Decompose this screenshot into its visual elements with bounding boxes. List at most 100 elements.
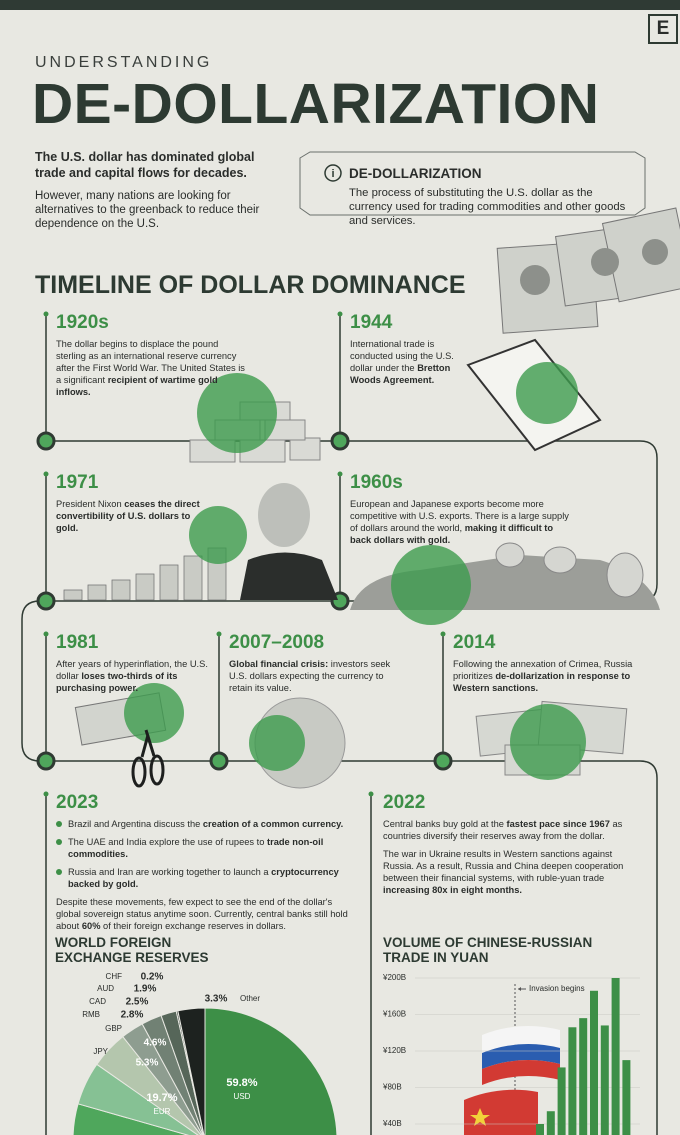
y-tick-label: ¥120B	[382, 1046, 406, 1055]
decoration	[299, 151, 646, 216]
text-run: European and Japanese exports become mor…	[350, 499, 569, 533]
bold-text: Bretton Woods Agreement.	[350, 363, 451, 385]
event: 2022 Central banks buy gold at the fastes…	[383, 792, 635, 902]
decoration	[63, 589, 83, 601]
bold-text: increasing 80x in eight months.	[383, 885, 522, 895]
event-text: Global financial crisis: investors seek …	[229, 658, 409, 694]
decoration	[642, 239, 668, 265]
decoration	[518, 987, 521, 991]
bold-text: loses two-thirds of its purchasing power…	[56, 671, 178, 693]
decoration	[36, 431, 56, 451]
decoration	[337, 311, 343, 317]
event-year: 1971	[56, 472, 99, 493]
decoration	[36, 431, 453, 771]
decoration	[510, 704, 586, 780]
event: 1981 After years of hyperinflation, the U…	[56, 632, 221, 700]
category-label: JPY	[93, 1047, 108, 1056]
decoration: i	[331, 168, 334, 180]
decoration	[43, 791, 49, 797]
bar	[568, 1027, 577, 1135]
decoration	[543, 546, 577, 574]
decoration	[43, 471, 49, 477]
timeline-title: TIMELINE OF DOLLAR DOMINANCE	[35, 271, 466, 299]
decoration	[183, 555, 203, 601]
bold-text: ceases the direct convertibility of U.S.…	[56, 499, 200, 533]
chart-title: VOLUME OF CHINESE-RUSSIAN TRADE IN YUAN	[383, 935, 593, 965]
decoration	[43, 311, 49, 317]
bar	[590, 990, 598, 1135]
event: 2014 Following the annexation of Crimea, …	[453, 632, 658, 700]
event: 1971 President Nixon ceases the direct co…	[56, 472, 206, 540]
decoration	[43, 311, 446, 797]
chart-title: WORLD FOREIGN EXCHANGE RESERVES	[55, 935, 209, 965]
value-label: 2.5%	[126, 997, 149, 1008]
text-run: Central banks buy gold at the	[383, 819, 507, 829]
event-text: Central banks buy gold at the fastest pa…	[383, 818, 635, 842]
decoration	[464, 1089, 538, 1135]
decoration	[324, 164, 342, 182]
bar	[600, 1025, 609, 1135]
decoration	[516, 362, 578, 424]
y-tick-label: ¥200B	[382, 973, 406, 982]
decoration	[433, 751, 453, 771]
decoration	[87, 584, 107, 601]
decoration	[0, 0, 680, 10]
event: 1960s European and Japanese exports becom…	[350, 472, 575, 552]
decoration	[440, 631, 446, 637]
event-year: 2023	[56, 792, 99, 813]
text-run: President Nixon	[56, 499, 125, 509]
category-label: USD	[234, 1092, 251, 1101]
bold-text: making it difficult to back dollars with…	[350, 523, 554, 545]
event-year: 2007–2008	[229, 632, 325, 653]
bold-text: creation of a common currency.	[202, 819, 344, 829]
value-label: 3.3%	[205, 994, 228, 1005]
text-run: Brazil and Argentina discuss the	[68, 819, 203, 829]
decoration	[368, 791, 374, 797]
value-label: 1.9%	[134, 984, 157, 995]
event-year: 1981	[56, 632, 99, 653]
bullet-list: Brazil and Argentina discuss the creatio…	[56, 818, 356, 890]
bold-text: de-dollarization in response to Western …	[453, 671, 631, 693]
decoration	[495, 542, 644, 598]
definition-text: The process of substituting the U.S. dol…	[349, 187, 626, 227]
decoration	[240, 552, 338, 600]
event-year: 1960s	[350, 472, 403, 493]
bold-text: trade non-oil commodities.	[68, 837, 324, 859]
category-label: RMB	[82, 1010, 100, 1019]
bold-text: cryptocurrency backed by gold.	[68, 867, 339, 889]
event-year: 2022	[383, 792, 426, 813]
decoration	[140, 729, 156, 758]
decoration	[131, 729, 165, 788]
decoration	[131, 756, 147, 788]
event-text: The war in Ukraine results in Western sa…	[383, 848, 635, 896]
event: 1944 International trade is conducted usi…	[350, 312, 475, 392]
decoration	[209, 751, 229, 771]
bold-text: Global financial crisis:	[229, 659, 329, 669]
decoration	[36, 591, 56, 611]
event: 1920s The dollar begins to displace the p…	[56, 312, 246, 404]
text-run: The UAE and India explore the use of rup…	[68, 837, 267, 847]
pie-slice	[177, 1007, 206, 1135]
text-run: Following the annexation of Crimea, Russ…	[453, 659, 633, 681]
bullet: The UAE and India explore the use of rup…	[56, 836, 356, 860]
decoration	[482, 1026, 560, 1053]
text-run: The war in Ukraine results in Western sa…	[383, 849, 624, 883]
decoration	[149, 754, 165, 786]
kicker: UNDERSTANDING	[35, 54, 213, 71]
logo: E	[648, 14, 678, 44]
bar	[579, 1018, 588, 1135]
decoration	[111, 579, 131, 601]
decoration	[216, 631, 222, 637]
event-text: Despite these movements, few expect to s…	[56, 896, 356, 932]
decoration	[337, 471, 343, 477]
category-label: EUR	[154, 1107, 171, 1116]
decoration	[482, 1044, 560, 1069]
text-run: Russia and Iran are working together to …	[68, 867, 272, 877]
intro-text: The U.S. dollar has dominated global tra…	[35, 150, 255, 180]
bullet: Russia and Iran are working together to …	[56, 866, 356, 890]
decoration	[495, 542, 525, 568]
bar	[536, 1124, 544, 1135]
decoration	[470, 1108, 490, 1126]
